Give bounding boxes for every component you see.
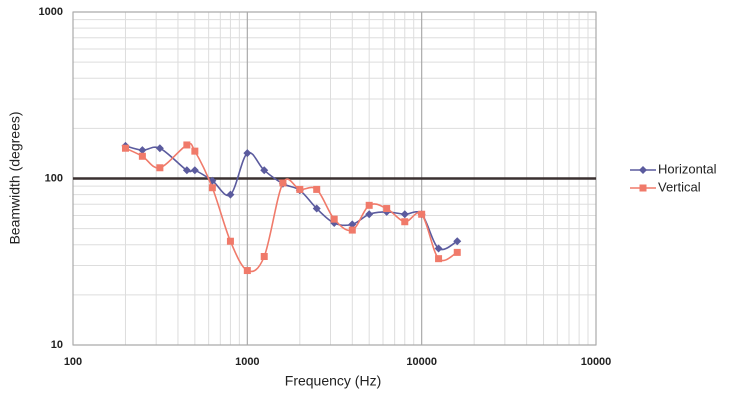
point [348,220,357,229]
point [453,237,462,246]
point [279,179,287,187]
point [260,253,268,261]
point [190,166,199,175]
x-tick-label: 10000 [406,356,437,368]
point [296,185,304,193]
point [182,166,191,175]
point [383,205,391,213]
point [121,144,129,152]
x-tick-label: 100 [64,356,82,368]
x-tick-label: 10000 [581,356,612,368]
point [191,147,199,155]
legend-label: Horizontal [658,161,717,176]
point [365,201,373,209]
point [156,164,164,172]
legend-marker [639,184,647,192]
point [243,267,251,275]
point [435,255,443,263]
point [401,218,409,226]
point [312,204,321,213]
point [313,185,321,193]
point [260,166,269,175]
y-tick-label: 10 [51,339,63,351]
point [243,149,252,158]
point [400,210,409,219]
point [418,210,426,218]
point [155,144,164,153]
point [208,184,216,192]
point [183,141,191,149]
point [226,237,234,245]
legend-label: Vertical [658,179,701,194]
point [138,152,146,160]
y-tick-label: 100 [45,172,63,184]
point [138,146,147,155]
x-axis-label: Frequency (Hz) [285,373,381,389]
point [226,190,235,199]
point [434,244,443,253]
x-tick-label: 1000 [235,356,259,368]
point [453,248,461,256]
point [348,226,356,234]
y-tick-label: 1000 [39,6,63,18]
point [365,210,374,219]
legend-marker [639,166,647,174]
point [330,215,338,223]
y-axis-label: Beamwidth (degrees) [7,111,23,244]
